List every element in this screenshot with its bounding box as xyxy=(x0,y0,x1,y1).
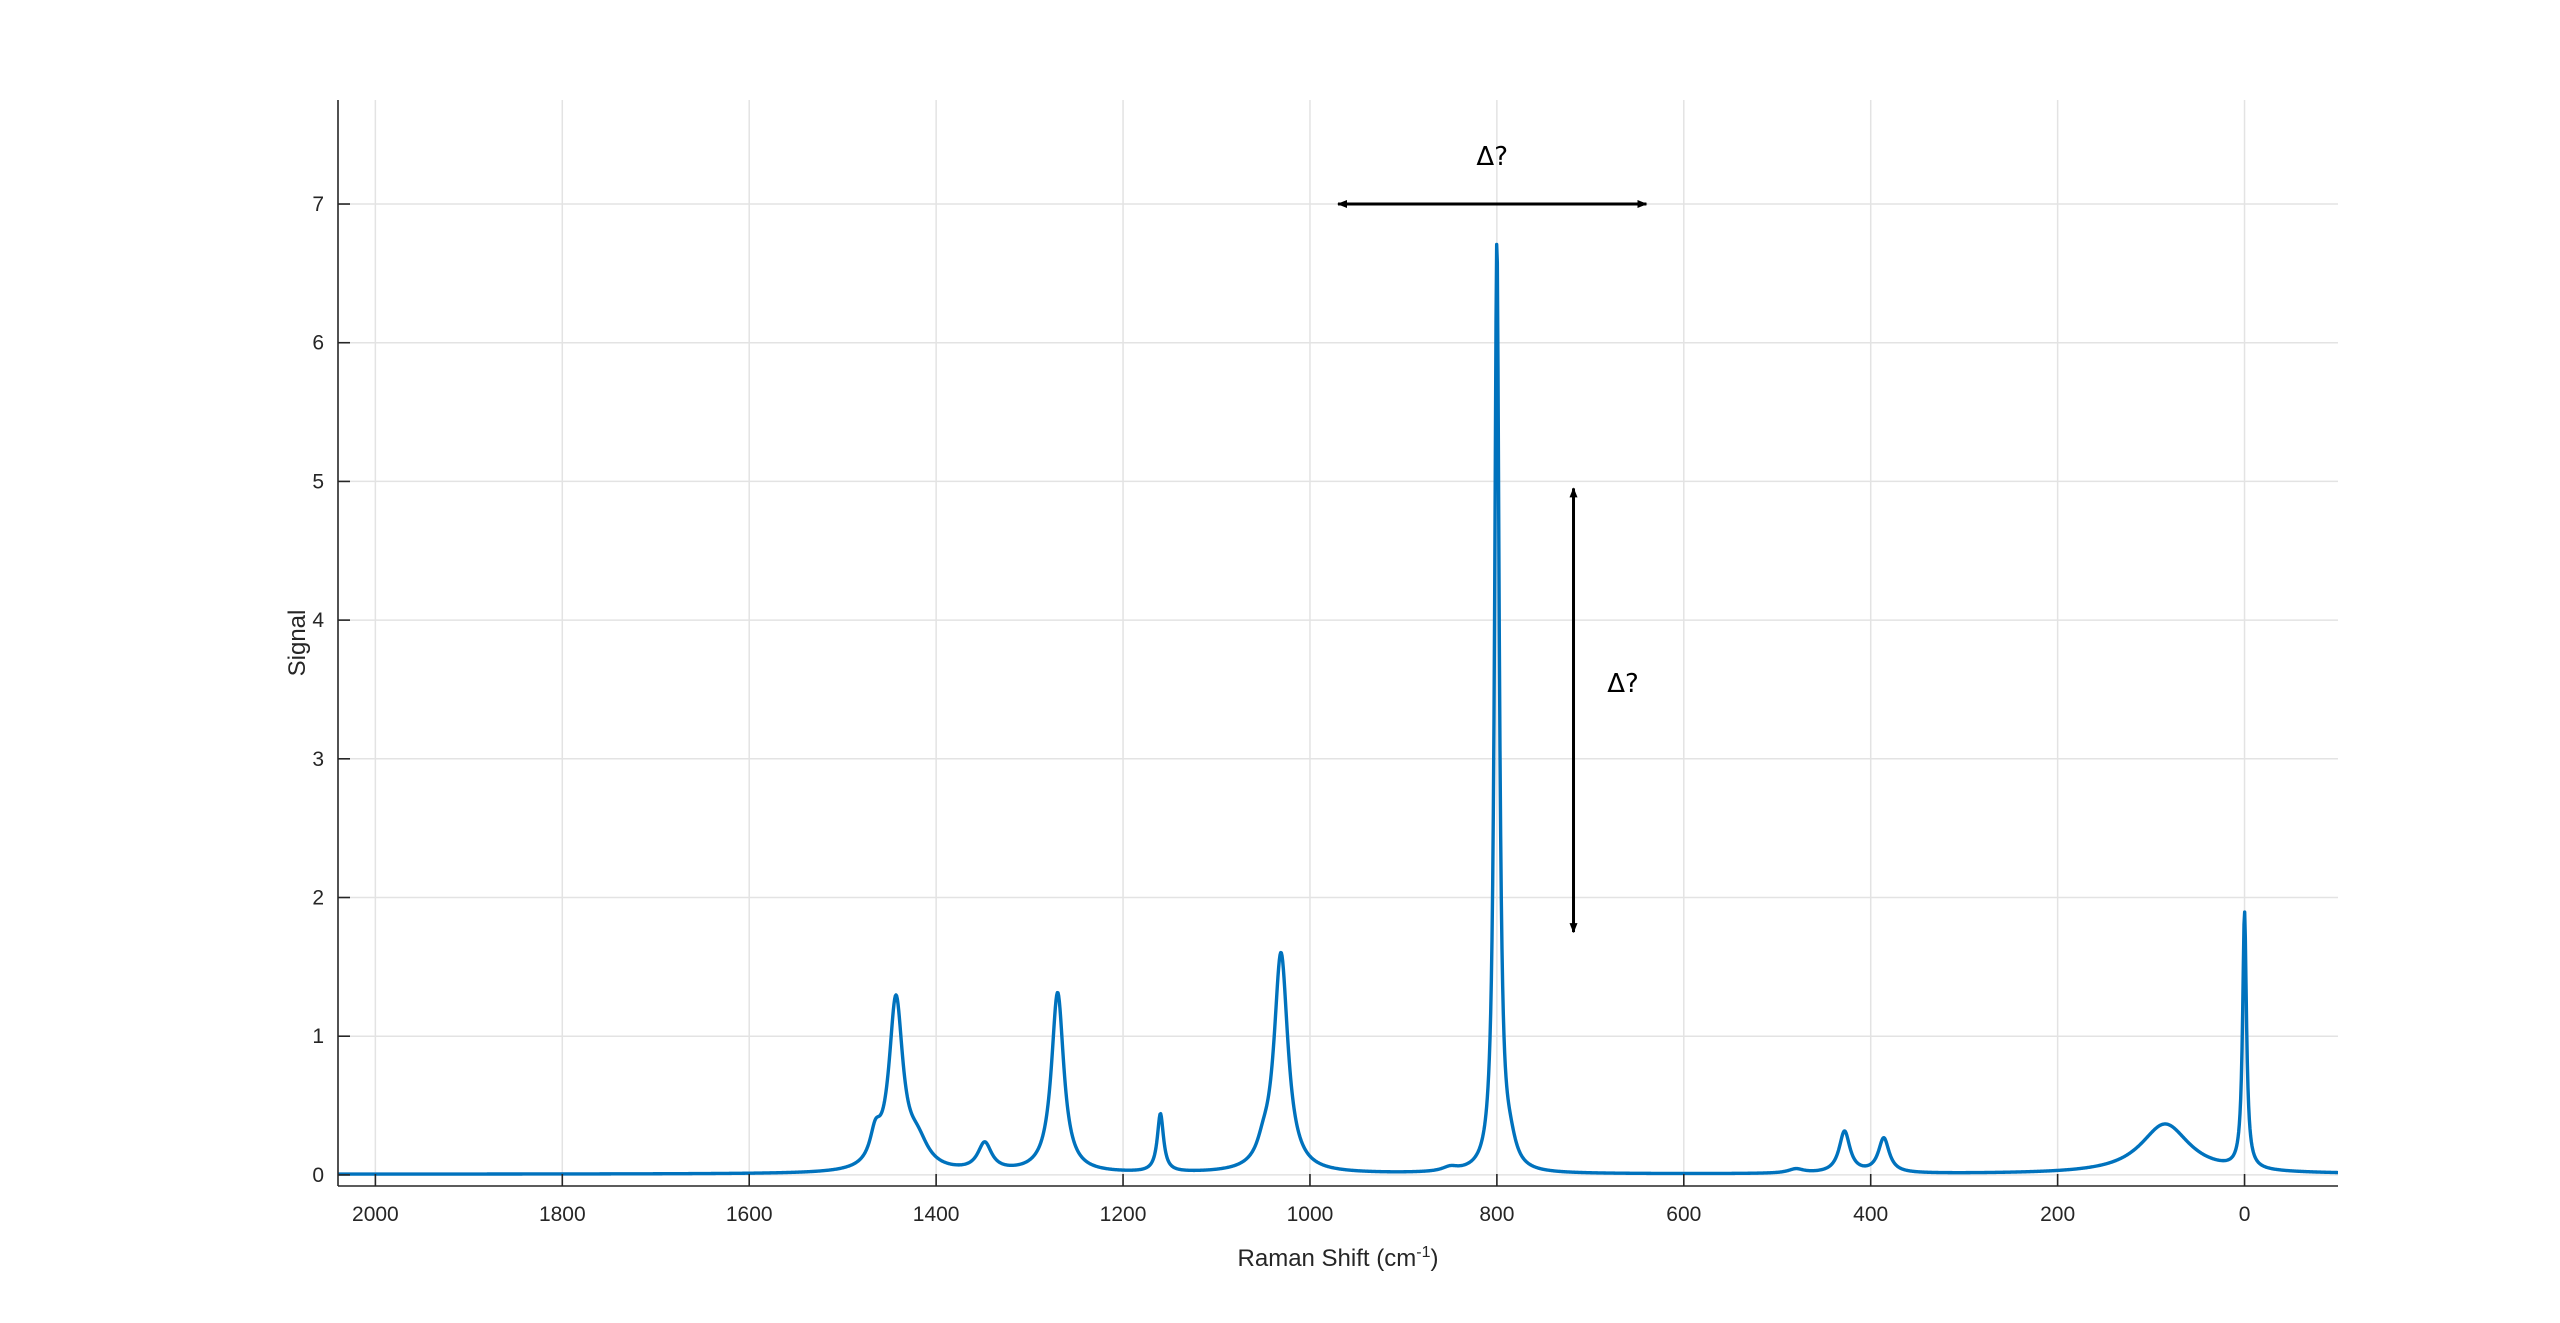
y-tick-label: 2 xyxy=(312,887,324,910)
y-tick-label: 0 xyxy=(312,1164,324,1187)
y-tick-label: 5 xyxy=(312,470,324,493)
x-tick-label: 1200 xyxy=(1100,1203,1147,1226)
x-axis-label: Raman Shift (cm-1) xyxy=(1238,1244,1439,1272)
x-tick-label: 400 xyxy=(1853,1203,1888,1226)
x-tick-label: 1400 xyxy=(913,1203,960,1226)
x-tick-label: 0 xyxy=(2239,1203,2251,1226)
y-tick-label: 4 xyxy=(312,609,324,632)
x-tick-label: 600 xyxy=(1666,1203,1701,1226)
grid-lines xyxy=(338,100,2338,1186)
y-tick-label: 1 xyxy=(312,1025,324,1048)
y-tick-label: 3 xyxy=(312,748,324,771)
annotations: Δ? Δ? xyxy=(1337,142,1648,934)
y-tick-label: 7 xyxy=(312,193,324,216)
y-axis-label: Signal xyxy=(284,610,311,677)
x-tick-label: 2000 xyxy=(352,1203,399,1226)
x-axis-label-tail: ) xyxy=(1430,1245,1438,1272)
axes xyxy=(337,100,2338,1187)
y-tick-label: 6 xyxy=(312,332,324,355)
x-tick-label: 200 xyxy=(2040,1203,2075,1226)
spectrum-line xyxy=(336,242,2340,1176)
spectrum-line-layer xyxy=(336,242,2340,1176)
tick-labels: 2000 1800 1600 1400 1200 1000 800 600 400 200 0012… xyxy=(312,193,2250,1226)
x-tick-label: 1800 xyxy=(539,1203,586,1226)
x-tick-label: 1000 xyxy=(1287,1203,1334,1226)
annotation-label: Δ? xyxy=(1607,669,1639,699)
x-axis-label-superscript: -1 xyxy=(1416,1244,1430,1261)
annotation-label: Δ? xyxy=(1476,142,1508,172)
x-tick-label: 1600 xyxy=(726,1203,773,1226)
x-axis-label-base: Raman Shift (cm xyxy=(1238,1245,1417,1272)
x-tick-label: 800 xyxy=(1479,1203,1514,1226)
